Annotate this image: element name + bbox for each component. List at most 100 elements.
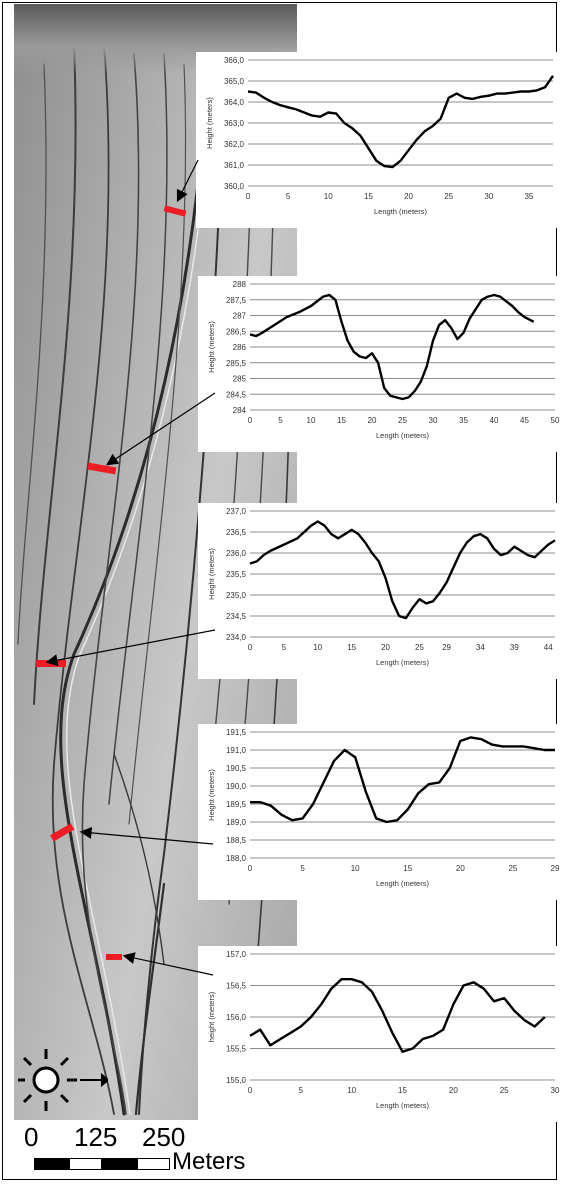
x-tick-label: 30 [484, 192, 493, 201]
scale-label-250: 250 [142, 1122, 186, 1152]
x-tick-label: 20 [381, 643, 390, 652]
x-tick-label: 15 [398, 1086, 407, 1095]
y-tick-label: 285 [233, 375, 247, 384]
x-tick-label: 5 [299, 1086, 304, 1095]
x-tick-label: 0 [246, 192, 251, 201]
profile-marker-1 [163, 205, 187, 217]
y-tick-label: 190,0 [226, 782, 247, 791]
x-tick-label: 25 [500, 1086, 509, 1095]
x-tick-label: 10 [307, 416, 316, 425]
y-tick-label: 236,5 [226, 528, 247, 537]
y-tick-label: 286 [233, 343, 247, 352]
y-tick-label: 156,5 [226, 982, 247, 991]
y-tick-label: 235,5 [226, 570, 247, 579]
profile-line [249, 520, 556, 620]
y-tick-label: 234,5 [226, 612, 247, 621]
y-tick-label: 191,5 [226, 728, 247, 737]
scale-label-0: 0 [24, 1122, 39, 1152]
x-tick-label: 25 [415, 643, 424, 652]
x-tick-label: 20 [368, 416, 377, 425]
profile-chart-3: 234,0 234,5 235,0 235,5 236,0 236,5 237,0 0 5 10 1… [198, 503, 560, 679]
x-axis-label: Length (meters) [376, 1101, 429, 1110]
x-tick-label: 15 [364, 192, 373, 201]
scale-segment-4 [137, 1158, 170, 1170]
scale-segment-2 [69, 1158, 102, 1170]
y-tick-label: 188,5 [226, 836, 247, 845]
y-tick-label: 156,0 [226, 1013, 247, 1022]
y-tick-label: 155,0 [226, 1076, 247, 1085]
y-tick-label: 190,5 [226, 764, 247, 773]
x-tick-label: 0 [248, 416, 253, 425]
x-axis-label: Length (meters) [376, 879, 429, 888]
x-tick-label: 15 [347, 643, 356, 652]
x-tick-label: 35 [459, 416, 468, 425]
x-tick-label: 10 [324, 192, 333, 201]
y-axis-label: Height (meters) [207, 769, 216, 821]
y-tick-label: 365,0 [224, 77, 245, 86]
profile-chart-1: 360,0 361,0 362,0 363,0 364,0 365,0 366,0 0 5 10 1… [196, 52, 558, 228]
profile-chart-4: 188,0 188,5 189,0 189,5 190,0 190,5 191,0 191,5… [198, 724, 560, 900]
y-axis-label: Height (meters) [207, 548, 216, 600]
direction-arrow-icon [80, 1072, 108, 1088]
x-tick-label: 50 [551, 416, 560, 425]
y-tick-label: 235,0 [226, 591, 247, 600]
x-tick-label: 30 [551, 1086, 560, 1095]
y-tick-label: 287,5 [226, 296, 247, 305]
profile-marker-2 [87, 462, 117, 475]
x-tick-label: 44 [544, 643, 553, 652]
y-tick-label: 366,0 [224, 56, 245, 65]
sun-direction-legend [18, 1049, 108, 1111]
x-tick-label: 45 [520, 416, 529, 425]
x-tick-label: 5 [282, 643, 287, 652]
y-tick-label: 155,5 [226, 1045, 247, 1054]
x-tick-label: 29 [442, 643, 451, 652]
scale-segment-3 [102, 1158, 137, 1170]
x-tick-label: 10 [313, 643, 322, 652]
profile-marker-4 [50, 823, 75, 842]
y-tick-label: 285,5 [226, 359, 247, 368]
x-tick-label: 29 [551, 864, 560, 873]
x-tick-label: 5 [278, 416, 283, 425]
y-tick-label: 236,0 [226, 549, 247, 558]
y-tick-label: 364,0 [224, 98, 245, 107]
x-tick-label: 25 [398, 416, 407, 425]
profile-chart-2: 284 284,5 285 285,5 286 286,5 287 287,5 288 0 5 10 1… [198, 276, 560, 452]
x-tick-label: 20 [404, 192, 413, 201]
y-tick-label: 157,0 [226, 950, 247, 959]
x-tick-label: 5 [300, 864, 305, 873]
y-axis-label: height (meters) [207, 991, 216, 1042]
y-tick-label: 286,5 [226, 327, 247, 336]
x-tick-label: 40 [490, 416, 499, 425]
profile-line [250, 736, 555, 824]
y-tick-label: 288 [233, 280, 247, 289]
scale-label-125: 125 [74, 1122, 118, 1152]
profile-marker-3 [36, 660, 66, 667]
x-tick-label: 15 [337, 416, 346, 425]
y-tick-label: 284,5 [226, 390, 247, 399]
profile-chart-5: 155,0 155,5 156,0 156,5 157,0 0 5 10 15 20 25 30 Len… [198, 946, 560, 1122]
y-tick-label: 188,0 [226, 854, 247, 863]
x-tick-label: 0 [248, 1086, 253, 1095]
x-tick-label: 5 [286, 192, 291, 201]
x-tick-label: 0 [248, 864, 253, 873]
x-tick-label: 10 [347, 1086, 356, 1095]
y-tick-label: 362,0 [224, 140, 245, 149]
x-tick-label: 30 [429, 416, 438, 425]
y-tick-label: 237,0 [226, 507, 247, 516]
x-tick-label: 35 [524, 192, 533, 201]
profile-line [247, 75, 554, 169]
y-tick-label: 189,5 [226, 800, 247, 809]
y-axis-label: Height (meters) [205, 97, 214, 149]
y-tick-label: 191,0 [226, 746, 247, 755]
scale-unit: Meters [172, 1148, 246, 1175]
profile-marker-5 [106, 954, 122, 960]
x-tick-label: 20 [456, 864, 465, 873]
x-tick-label: 20 [449, 1086, 458, 1095]
y-tick-label: 287 [233, 312, 247, 321]
scale-segment-1 [34, 1158, 69, 1170]
y-tick-label: 189,0 [226, 818, 247, 827]
x-tick-label: 34 [476, 643, 485, 652]
y-tick-label: 284 [233, 406, 247, 415]
y-tick-label: 234,0 [226, 633, 247, 642]
sun-icon [18, 1049, 77, 1111]
